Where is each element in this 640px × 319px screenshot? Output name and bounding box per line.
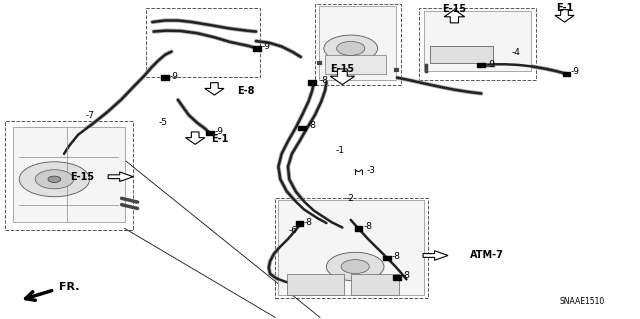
Circle shape — [324, 35, 378, 62]
Text: ATM-7: ATM-7 — [470, 250, 504, 261]
Bar — [424, 11, 531, 70]
Bar — [146, 8, 260, 77]
Text: -1: -1 — [336, 145, 345, 154]
Text: -9: -9 — [214, 127, 223, 136]
Bar — [308, 80, 316, 85]
Bar — [563, 71, 570, 76]
Text: E-15: E-15 — [70, 172, 95, 182]
Text: E-8: E-8 — [237, 86, 254, 96]
Text: -8: -8 — [364, 222, 372, 231]
Text: -6: -6 — [289, 226, 298, 234]
Bar — [383, 256, 391, 260]
Bar — [351, 274, 399, 295]
Polygon shape — [186, 132, 205, 144]
Bar — [296, 221, 303, 226]
Bar — [298, 125, 306, 130]
Text: -9: -9 — [486, 60, 495, 69]
Bar — [253, 46, 261, 51]
Text: E-1: E-1 — [211, 134, 228, 144]
Bar — [430, 46, 493, 63]
Polygon shape — [330, 69, 355, 85]
Text: E-15: E-15 — [442, 4, 467, 14]
Circle shape — [341, 260, 369, 274]
Bar — [5, 121, 133, 230]
Polygon shape — [108, 172, 133, 182]
Text: -9: -9 — [170, 71, 179, 80]
Bar — [206, 131, 214, 136]
Polygon shape — [555, 10, 574, 22]
Bar — [477, 63, 485, 67]
Bar — [355, 226, 362, 231]
Bar — [13, 128, 125, 222]
Text: -2: -2 — [346, 194, 355, 203]
Text: SNAAE1510: SNAAE1510 — [560, 297, 605, 306]
Circle shape — [337, 41, 365, 56]
Text: E-1: E-1 — [556, 3, 573, 12]
Bar — [325, 56, 386, 74]
Text: FR.: FR. — [59, 282, 79, 292]
Bar — [393, 275, 401, 280]
Text: -9: -9 — [571, 67, 580, 77]
Text: -8: -8 — [304, 218, 313, 226]
Text: -5: -5 — [159, 118, 168, 127]
Text: -9: -9 — [261, 42, 270, 51]
Polygon shape — [444, 10, 465, 23]
Bar — [319, 6, 396, 80]
Bar — [161, 75, 169, 80]
Text: -7: -7 — [86, 111, 95, 120]
Circle shape — [48, 176, 61, 182]
Bar — [315, 4, 401, 85]
Text: -4: -4 — [512, 48, 521, 57]
Circle shape — [35, 170, 74, 189]
Bar — [287, 274, 344, 295]
Bar — [419, 8, 536, 80]
Circle shape — [326, 252, 384, 281]
Text: -8: -8 — [320, 76, 329, 85]
Text: -8: -8 — [402, 271, 411, 280]
Polygon shape — [205, 83, 224, 95]
Text: -3: -3 — [366, 166, 375, 175]
Bar — [275, 198, 428, 298]
Polygon shape — [423, 251, 448, 260]
Circle shape — [19, 162, 90, 197]
Text: -8: -8 — [392, 252, 401, 261]
Text: -8: -8 — [307, 122, 316, 130]
Bar — [278, 200, 424, 295]
Text: E-15: E-15 — [330, 64, 355, 74]
